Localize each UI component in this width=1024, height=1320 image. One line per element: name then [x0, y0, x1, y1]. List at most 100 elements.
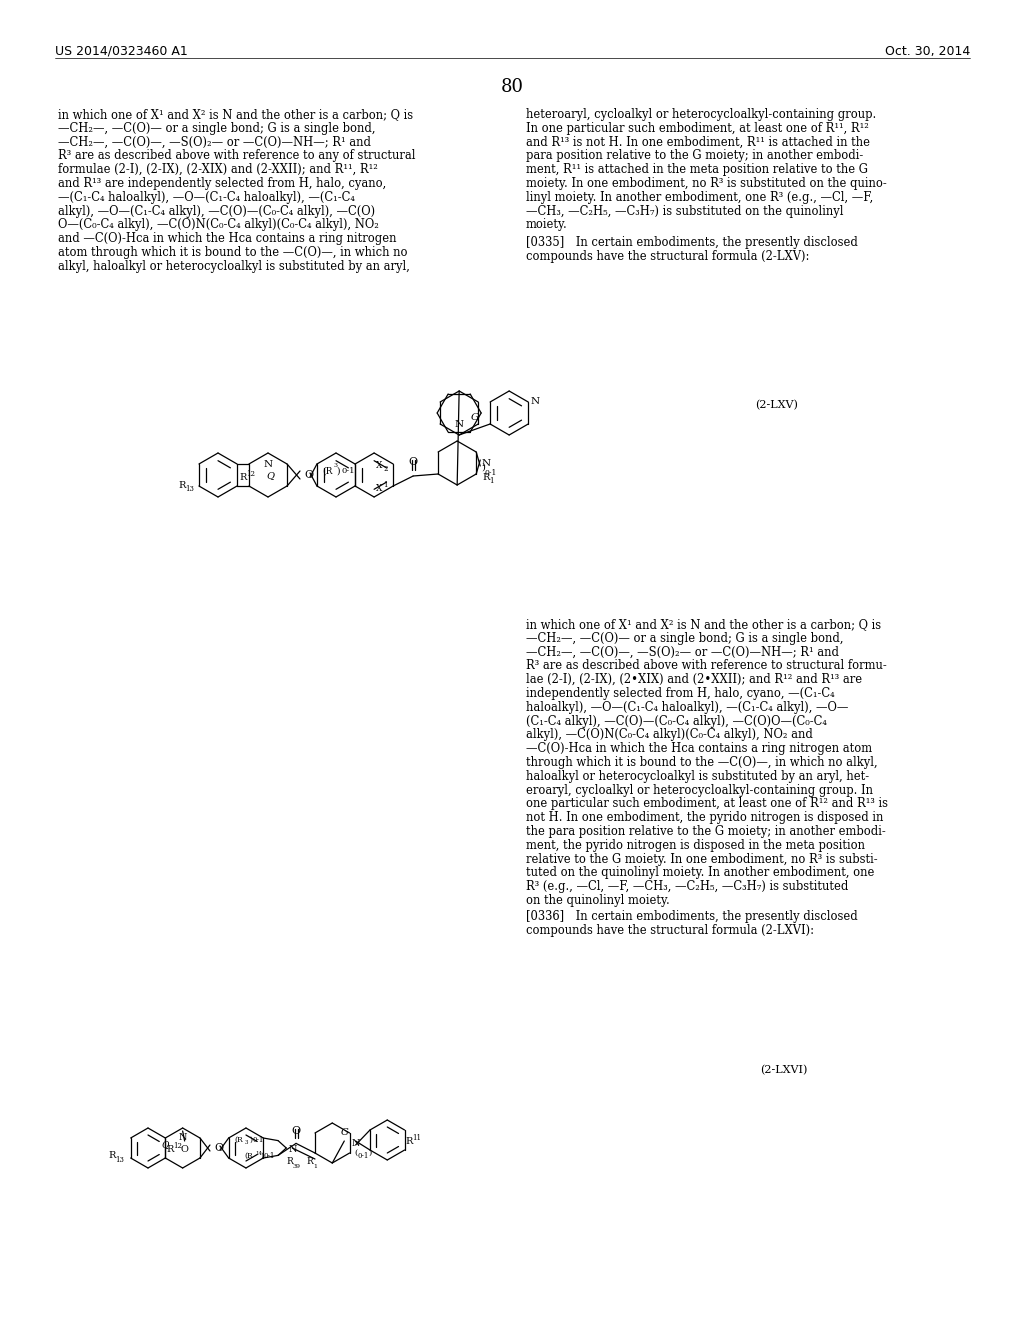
Text: compounds have the structural formula (2-LXV):: compounds have the structural formula (2… — [526, 249, 809, 263]
Text: ): ) — [369, 1148, 372, 1158]
Text: eroaryl, cycloalkyl or heterocycloalkyl-containing group. In: eroaryl, cycloalkyl or heterocycloalkyl-… — [526, 784, 873, 796]
Text: 11: 11 — [413, 1134, 422, 1142]
Text: 0-1: 0-1 — [341, 467, 354, 475]
Text: R: R — [406, 1137, 413, 1146]
Text: (R: (R — [244, 1152, 253, 1160]
Text: R³ are as described above with reference to structural formu-: R³ are as described above with reference… — [526, 660, 887, 672]
Text: —CH₂—, —C(O)— or a single bond; G is a single bond,: —CH₂—, —C(O)— or a single bond; G is a s… — [58, 121, 376, 135]
Text: 13: 13 — [115, 1156, 124, 1164]
Text: alkyl, haloalkyl or heterocycloalkyl is substituted by an aryl,: alkyl, haloalkyl or heterocycloalkyl is … — [58, 260, 410, 273]
Text: and R¹³ are independently selected from H, halo, cyano,: and R¹³ are independently selected from … — [58, 177, 386, 190]
Text: 0-1: 0-1 — [357, 1152, 369, 1160]
Text: linyl moiety. In another embodiment, one R³ (e.g., —Cl, —F,: linyl moiety. In another embodiment, one… — [526, 191, 873, 203]
Text: US 2014/0323460 A1: US 2014/0323460 A1 — [55, 45, 187, 58]
Text: Q: Q — [161, 1140, 168, 1148]
Text: in which one of X¹ and X² is N and the other is a carbon; Q is: in which one of X¹ and X² is N and the o… — [526, 618, 881, 631]
Text: R: R — [482, 473, 489, 482]
Text: N: N — [530, 397, 540, 407]
Text: heteroaryl, cycloalkyl or heterocycloalkyl-containing group.: heteroaryl, cycloalkyl or heterocycloalk… — [526, 108, 877, 121]
Text: R: R — [287, 1158, 293, 1167]
Text: compounds have the structural formula (2-LXVI):: compounds have the structural formula (2… — [526, 924, 814, 937]
Text: ): ) — [481, 462, 485, 471]
Text: para position relative to the G moiety; in another embodi-: para position relative to the G moiety; … — [526, 149, 863, 162]
Text: O: O — [304, 470, 313, 480]
Text: 1: 1 — [489, 477, 494, 484]
Text: (C₁-C₄ alkyl), —C(O)—(C₀-C₄ alkyl), —C(O)O—(C₀-C₄: (C₁-C₄ alkyl), —C(O)—(C₀-C₄ alkyl), —C(O… — [526, 714, 826, 727]
Text: X: X — [376, 484, 383, 492]
Text: ): ) — [336, 467, 340, 477]
Text: 12: 12 — [173, 1142, 182, 1150]
Text: lae (2-I), (2-IX), (2•XIX) and (2•XXII); and R¹² and R¹³ are: lae (2-I), (2-IX), (2•XIX) and (2•XXII);… — [526, 673, 862, 686]
Text: and —C(O)-Hca in which the Hca contains a ring nitrogen: and —C(O)-Hca in which the Hca contains … — [58, 232, 396, 246]
Text: ment, the pyrido nitrogen is disposed in the meta position: ment, the pyrido nitrogen is disposed in… — [526, 838, 865, 851]
Text: R: R — [306, 1158, 313, 1167]
Text: (R: (R — [322, 467, 333, 477]
Text: relative to the G moiety. In one embodiment, no R³ is substi-: relative to the G moiety. In one embodim… — [526, 853, 878, 866]
Text: haloalkyl or heterocycloalkyl is substituted by an aryl, het-: haloalkyl or heterocycloalkyl is substit… — [526, 770, 869, 783]
Text: in which one of X¹ and X² is N and the other is a carbon; Q is: in which one of X¹ and X² is N and the o… — [58, 108, 413, 121]
Text: 0-1: 0-1 — [484, 469, 497, 477]
Text: 80: 80 — [501, 78, 523, 96]
Text: 0-1: 0-1 — [264, 1152, 275, 1160]
Text: ): ) — [249, 1137, 252, 1144]
Text: —CH₂—, —C(O)— or a single bond; G is a single bond,: —CH₂—, —C(O)— or a single bond; G is a s… — [526, 632, 844, 644]
Text: ment, R¹¹ is attached in the meta position relative to the G: ment, R¹¹ is attached in the meta positi… — [526, 164, 868, 176]
Text: N: N — [455, 420, 464, 429]
Text: N: N — [351, 1138, 360, 1147]
Text: alkyl), —C(O)N(C₀-C₄ alkyl)(C₀-C₄ alkyl), NO₂ and: alkyl), —C(O)N(C₀-C₄ alkyl)(C₀-C₄ alkyl)… — [526, 729, 813, 742]
Text: R³ (e.g., —Cl, —F, —CH₃, —C₂H₅, —C₃H₇) is substituted: R³ (e.g., —Cl, —F, —CH₃, —C₂H₅, —C₃H₇) i… — [526, 880, 848, 894]
Text: moiety. In one embodiment, no R³ is substituted on the quino-: moiety. In one embodiment, no R³ is subs… — [526, 177, 887, 190]
Text: alkyl), —O—(C₁-C₄ alkyl), —C(O)—(C₀-C₄ alkyl), —C(O): alkyl), —O—(C₁-C₄ alkyl), —C(O)—(C₀-C₄ a… — [58, 205, 375, 218]
Text: moiety.: moiety. — [526, 218, 567, 231]
Text: formulae (2-I), (2-IX), (2-XIX) and (2-XXII); and R¹¹, R¹²: formulae (2-I), (2-IX), (2-XIX) and (2-X… — [58, 164, 378, 176]
Text: O: O — [180, 1144, 188, 1154]
Text: R: R — [166, 1144, 174, 1154]
Text: (R: (R — [233, 1137, 243, 1144]
Text: Oct. 30, 2014: Oct. 30, 2014 — [885, 45, 970, 58]
Text: (2-LXV): (2-LXV) — [755, 400, 798, 411]
Text: 13: 13 — [185, 484, 194, 492]
Text: 3: 3 — [333, 463, 337, 469]
Text: 3: 3 — [245, 1140, 249, 1144]
Text: 14: 14 — [255, 1151, 262, 1156]
Text: atom through which it is bound to the —C(O)—, in which no: atom through which it is bound to the —C… — [58, 246, 408, 259]
Text: one particular such embodiment, at least one of R¹² and R¹³ is: one particular such embodiment, at least… — [526, 797, 888, 810]
Text: R³ are as described above with reference to any of structural: R³ are as described above with reference… — [58, 149, 416, 162]
Text: N: N — [263, 459, 272, 469]
Text: independently selected from H, halo, cyano, —(C₁-C₄: independently selected from H, halo, cya… — [526, 686, 835, 700]
Text: X: X — [376, 461, 383, 470]
Text: R: R — [108, 1151, 116, 1160]
Text: on the quinolinyl moiety.: on the quinolinyl moiety. — [526, 894, 670, 907]
Text: —CH₂—, —C(O)—, —S(O)₂— or —C(O)—NH—; R¹ and: —CH₂—, —C(O)—, —S(O)₂— or —C(O)—NH—; R¹ … — [58, 136, 371, 149]
Text: 2: 2 — [383, 465, 388, 473]
Text: and R¹³ is not H. In one embodiment, R¹¹ is attached in the: and R¹³ is not H. In one embodiment, R¹¹… — [526, 136, 870, 149]
Text: not H. In one embodiment, the pyrido nitrogen is disposed in: not H. In one embodiment, the pyrido nit… — [526, 812, 884, 824]
Text: 1: 1 — [383, 480, 388, 488]
Text: G: G — [470, 412, 479, 421]
Text: Q: Q — [266, 471, 274, 480]
Text: R: R — [239, 473, 247, 482]
Text: tuted on the quinolinyl moiety. In another embodiment, one: tuted on the quinolinyl moiety. In anoth… — [526, 866, 874, 879]
Text: R: R — [178, 480, 185, 490]
Text: N: N — [178, 1133, 187, 1142]
Text: G: G — [340, 1129, 348, 1137]
Text: —CH₃, —C₂H₅, —C₃H₇) is substituted on the quinolinyl: —CH₃, —C₂H₅, —C₃H₇) is substituted on th… — [526, 205, 844, 218]
Text: the para position relative to the G moiety; in another embodi-: the para position relative to the G moie… — [526, 825, 886, 838]
Text: —(C₁-C₄ haloalkyl), —O—(C₁-C₄ haloalkyl), —(C₁-C₄: —(C₁-C₄ haloalkyl), —O—(C₁-C₄ haloalkyl)… — [58, 191, 355, 203]
Text: O: O — [214, 1143, 223, 1152]
Text: (: ( — [354, 1148, 357, 1158]
Text: ): ) — [260, 1152, 263, 1160]
Text: through which it is bound to the —C(O)—, in which no alkyl,: through which it is bound to the —C(O)—,… — [526, 756, 878, 770]
Text: O: O — [292, 1126, 301, 1137]
Text: 39: 39 — [292, 1163, 300, 1168]
Text: 12: 12 — [246, 470, 255, 478]
Text: [0336] In certain embodiments, the presently disclosed: [0336] In certain embodiments, the prese… — [526, 909, 858, 923]
Text: 1: 1 — [313, 1163, 317, 1168]
Text: —CH₂—, —C(O)—, —S(O)₂— or —C(O)—NH—; R¹ and: —CH₂—, —C(O)—, —S(O)₂— or —C(O)—NH—; R¹ … — [526, 645, 839, 659]
Text: N: N — [481, 458, 490, 467]
Text: In one particular such embodiment, at least one of R¹¹, R¹²: In one particular such embodiment, at le… — [526, 121, 869, 135]
Text: N: N — [289, 1146, 297, 1155]
Text: 0-1: 0-1 — [253, 1137, 264, 1144]
Text: O: O — [409, 457, 418, 467]
Text: (2-LXVI): (2-LXVI) — [760, 1065, 807, 1076]
